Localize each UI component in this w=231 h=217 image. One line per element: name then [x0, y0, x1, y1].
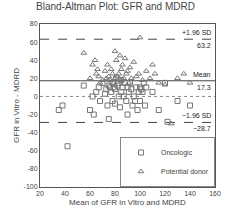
svg-text:GFR in Vitro - MDRD: GFR in Vitro - MDRD: [12, 68, 21, 143]
svg-text:20: 20: [30, 75, 38, 82]
svg-text:40: 40: [30, 57, 38, 64]
svg-text:-20: -20: [27, 111, 37, 118]
svg-text:-100: -100: [24, 183, 38, 190]
svg-text:100: 100: [134, 190, 146, 197]
svg-text:140: 140: [184, 190, 196, 197]
svg-text:60: 60: [86, 190, 94, 197]
svg-text:−1.96 SD: −1.96 SD: [182, 112, 211, 119]
svg-text:120: 120: [159, 190, 171, 197]
svg-text:160: 160: [209, 190, 221, 197]
svg-text:60: 60: [30, 39, 38, 46]
svg-text:Potential donor: Potential donor: [161, 168, 209, 175]
svg-text:17.3: 17.3: [197, 84, 211, 91]
svg-text:40: 40: [61, 190, 69, 197]
svg-text:63.2: 63.2: [197, 42, 211, 49]
svg-text:Mean of GFR in Vitro and MDRD: Mean of GFR in Vitro and MDRD: [69, 198, 186, 207]
svg-text:Mean: Mean: [193, 71, 211, 78]
svg-text:+1.96 SD: +1.96 SD: [182, 29, 211, 36]
svg-text:-80: -80: [27, 165, 37, 172]
svg-text:0: 0: [34, 93, 38, 100]
svg-text:−28.7: −28.7: [193, 125, 211, 132]
svg-text:80: 80: [111, 190, 119, 197]
svg-text:-60: -60: [27, 147, 37, 154]
svg-text:-40: -40: [27, 129, 37, 136]
svg-text:Oncologic: Oncologic: [161, 149, 193, 157]
svg-text:Bland-Altman Plot: GFR and MDR: Bland-Altman Plot: GFR and MDRD: [36, 1, 195, 12]
svg-text:20: 20: [36, 190, 44, 197]
svg-text:80: 80: [30, 20, 38, 27]
